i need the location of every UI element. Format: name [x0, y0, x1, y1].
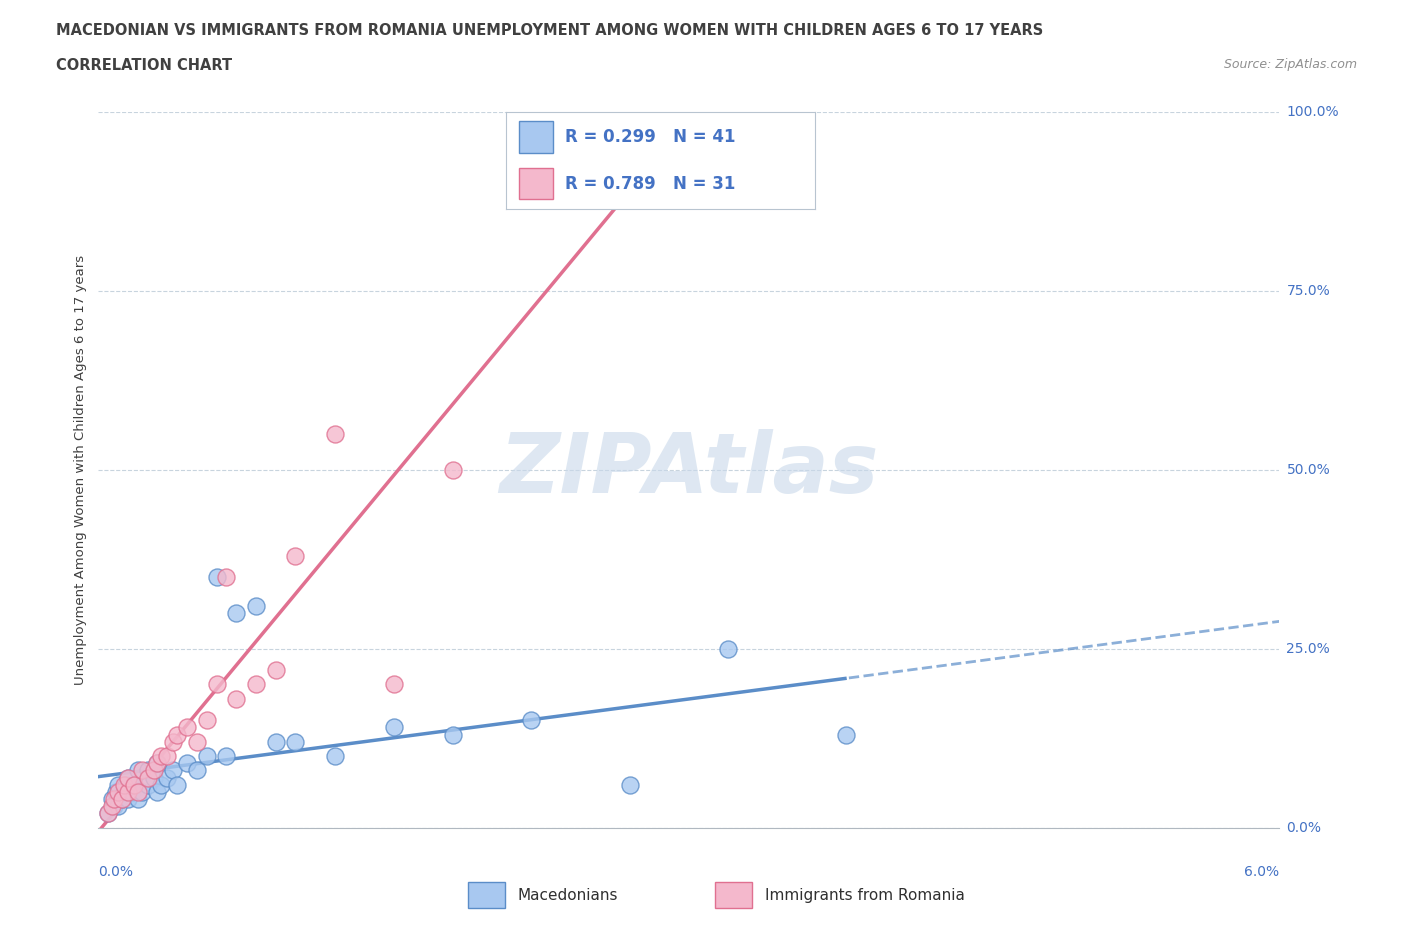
Text: 75.0%: 75.0% [1286, 284, 1330, 298]
Text: Macedonians: Macedonians [517, 887, 617, 903]
Point [103, 799, 125, 814]
Text: 25.0%: 25.0% [1286, 642, 1330, 656]
FancyBboxPatch shape [519, 168, 553, 200]
Point [186, 735, 208, 750]
Point [142, 770, 165, 785]
Point [619, 777, 641, 792]
Point [101, 799, 124, 814]
Point [382, 677, 405, 692]
Y-axis label: Unemployment Among Women with Children Ages 6 to 17 years: Unemployment Among Women with Children A… [75, 255, 87, 684]
Point [264, 663, 287, 678]
Point [121, 785, 143, 800]
Point [166, 727, 188, 742]
Point [284, 735, 307, 750]
Text: CORRELATION CHART: CORRELATION CHART [56, 58, 232, 73]
Point [323, 749, 346, 764]
Point [111, 791, 134, 806]
Point [162, 763, 184, 777]
Point [117, 770, 139, 785]
Point [245, 677, 267, 692]
Point [225, 691, 247, 706]
Point [150, 777, 173, 792]
Point [215, 569, 238, 585]
Point [835, 727, 858, 742]
FancyBboxPatch shape [519, 122, 553, 153]
Text: 0.0%: 0.0% [98, 865, 134, 879]
Point [103, 791, 125, 806]
Point [131, 785, 153, 800]
Point [127, 763, 149, 777]
Text: ZIPAtlas: ZIPAtlas [499, 429, 879, 511]
Point [131, 763, 153, 777]
Point [105, 785, 128, 800]
Point [97, 806, 120, 821]
Point [107, 785, 129, 800]
Text: Immigrants from Romania: Immigrants from Romania [765, 887, 965, 903]
Point [186, 763, 208, 777]
Point [195, 712, 218, 727]
Point [115, 777, 138, 792]
Point [127, 791, 149, 806]
Point [382, 720, 405, 735]
Point [146, 785, 169, 800]
Point [205, 677, 228, 692]
Text: 0.0%: 0.0% [1286, 820, 1322, 835]
Point [142, 763, 165, 777]
Point [579, 104, 602, 119]
Point [162, 735, 184, 750]
Point [122, 777, 145, 792]
FancyBboxPatch shape [716, 883, 752, 908]
Point [111, 791, 134, 806]
Point [146, 756, 169, 771]
Point [284, 548, 307, 563]
Point [136, 770, 159, 785]
Point [156, 770, 179, 785]
Point [264, 735, 287, 750]
Point [717, 642, 740, 657]
Text: MACEDONIAN VS IMMIGRANTS FROM ROMANIA UNEMPLOYMENT AMONG WOMEN WITH CHILDREN AGE: MACEDONIAN VS IMMIGRANTS FROM ROMANIA UN… [56, 23, 1043, 38]
Point [245, 598, 267, 613]
Text: 6.0%: 6.0% [1244, 865, 1279, 879]
Point [215, 749, 238, 764]
Text: Source: ZipAtlas.com: Source: ZipAtlas.com [1223, 58, 1357, 71]
Text: R = 0.299   N = 41: R = 0.299 N = 41 [565, 128, 735, 146]
Point [146, 756, 169, 771]
Point [117, 770, 139, 785]
Point [176, 720, 198, 735]
Point [97, 806, 120, 821]
Point [441, 727, 464, 742]
Point [136, 763, 159, 777]
Point [112, 777, 135, 792]
Point [136, 777, 159, 792]
Point [117, 791, 139, 806]
Point [150, 749, 173, 764]
Text: 50.0%: 50.0% [1286, 462, 1330, 477]
Point [225, 605, 247, 620]
Point [156, 749, 179, 764]
Point [520, 712, 543, 727]
Point [166, 777, 188, 792]
FancyBboxPatch shape [468, 883, 505, 908]
Point [107, 799, 129, 814]
Point [117, 785, 139, 800]
Point [195, 749, 218, 764]
Point [176, 756, 198, 771]
Text: 100.0%: 100.0% [1286, 104, 1339, 119]
Point [122, 777, 145, 792]
Point [101, 791, 124, 806]
Text: R = 0.789   N = 31: R = 0.789 N = 31 [565, 175, 735, 193]
Point [205, 569, 228, 585]
Point [127, 785, 149, 800]
Point [112, 785, 135, 800]
Point [323, 426, 346, 442]
Point [107, 777, 129, 792]
Point [441, 462, 464, 477]
